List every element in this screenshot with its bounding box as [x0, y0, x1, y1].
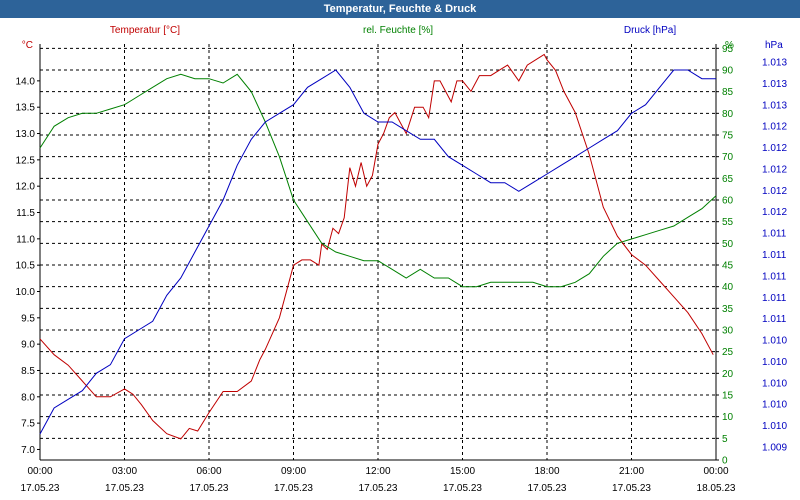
temperature-series-line — [39, 53, 714, 440]
x-tick-date-label: 17.05.23 — [612, 483, 651, 494]
humidity-unit-label: % — [725, 40, 734, 51]
x-tick-time-label: 09:00 — [281, 466, 306, 477]
temperature-tick-label: 14.0 — [16, 76, 36, 87]
x-tick-time-label: 06:00 — [196, 466, 221, 477]
humidity-tick-label: 15 — [722, 391, 734, 402]
pressure-tick-label: 1.012 — [762, 122, 787, 133]
pressure-tick-label: 1.011 — [762, 314, 787, 325]
humidity-tick-label: 30 — [722, 326, 734, 337]
temperature-tick-label: 9.5 — [21, 313, 35, 324]
pressure-tick-label: 1.010 — [762, 336, 787, 347]
x-tick-date-label: 17.05.23 — [359, 483, 398, 494]
x-tick-date-label: 17.05.23 — [528, 483, 567, 494]
humidity-tick-label: 65 — [722, 174, 734, 185]
x-tick-time-label: 00:00 — [27, 466, 52, 477]
humidity-tick-label: 0 — [722, 456, 728, 467]
x-tick-date-label: 17.05.23 — [274, 483, 313, 494]
pressure-tick-label: 1.011 — [762, 250, 787, 261]
x-tick-time-label: 15:00 — [450, 466, 475, 477]
x-tick-date-label: 17.05.23 — [190, 483, 229, 494]
temperature-tick-label: 7.0 — [21, 445, 35, 456]
pressure-tick-label: 1.013 — [762, 100, 787, 111]
pressure-tick-label: 1.010 — [762, 400, 787, 411]
pressure-tick-label: 1.012 — [762, 164, 787, 175]
temperature-tick-label: 8.5 — [21, 366, 35, 377]
x-tick-time-label: 03:00 — [112, 466, 137, 477]
humidity-tick-label: 70 — [722, 152, 734, 163]
x-tick-time-label: 18:00 — [534, 466, 559, 477]
humidity-tick-label: 5 — [722, 434, 728, 445]
pressure-tick-label: 1.011 — [762, 271, 787, 282]
temperature-tick-label: 8.0 — [21, 392, 35, 403]
temperature-unit-label: °C — [22, 40, 33, 51]
pressure-tick-label: 1.010 — [762, 357, 787, 368]
x-tick-date-label: 17.05.23 — [21, 483, 60, 494]
humidity-tick-labels: 0 5 10 15 20 25 30 35 40 45 50 55 60 65 70 75 80 85 90 95 — [716, 44, 734, 467]
temperature-tick-label: 13.5 — [16, 103, 36, 114]
pressure-tick-label: 1.012 — [762, 207, 787, 218]
humidity-tick-label: 95 — [722, 44, 734, 55]
humidity-tick-label: 60 — [722, 196, 734, 207]
humidity-tick-label: 10 — [722, 412, 734, 423]
pressure-tick-label: 1.009 — [762, 443, 787, 454]
humidity-tick-label: 80 — [722, 109, 734, 120]
temperature-tick-label: 10.0 — [16, 287, 36, 298]
humidity-tick-label: 75 — [722, 131, 734, 142]
pressure-tick-label: 1.012 — [762, 186, 787, 197]
humidity-tick-label: 85 — [722, 87, 734, 98]
x-tick-date-label: 17.05.23 — [443, 483, 482, 494]
humidity-tick-label: 90 — [722, 66, 734, 77]
humidity-tick-label: 45 — [722, 261, 734, 272]
pressure-tick-label: 1.010 — [762, 421, 787, 432]
humidity-axis-label: rel. Feuchte [%] — [363, 25, 433, 36]
humidity-tick-label: 50 — [722, 239, 734, 250]
temperature-tick-label: 13.0 — [16, 129, 36, 140]
x-tick-time-label: 00:00 — [703, 466, 728, 477]
temperature-tick-label: 12.5 — [16, 155, 36, 166]
x-tick-time-label: 21:00 — [619, 466, 644, 477]
pressure-tick-label: 1.013 — [762, 58, 787, 69]
humidity-tick-label: 40 — [722, 282, 734, 293]
humidity-tick-label: 20 — [722, 369, 734, 380]
temperature-tick-label: 11.5 — [16, 208, 35, 219]
temperature-tick-label: 12.0 — [16, 182, 36, 193]
temperature-tick-label: 7.5 — [21, 419, 35, 430]
pressure-tick-label: 1.010 — [762, 378, 787, 389]
pressure-tick-label: 1.013 — [762, 79, 787, 90]
pressure-tick-labels: 1.009 1.010 1.010 1.010 1.010 1.010 1.011 1.011… — [762, 58, 787, 454]
pressure-tick-label: 1.011 — [762, 229, 787, 240]
x-tick-labels: 00:00 17.05.23 03:00 17.05.23 06:00 17.05.23 0… — [21, 466, 736, 494]
temperature-axis-label: Temperatur [°C] — [110, 25, 180, 36]
humidity-tick-label: 25 — [722, 347, 734, 358]
window-title: Temperatur, Feuchte & Druck — [0, 0, 800, 18]
pressure-axis-label: Druck [hPa] — [624, 25, 676, 36]
temperature-tick-label: 10.5 — [16, 261, 36, 272]
pressure-tick-label: 1.012 — [762, 143, 787, 154]
pressure-unit-label: hPa — [765, 40, 783, 51]
series-lines — [39, 53, 717, 440]
temperature-tick-labels: 7.0 7.5 8.0 8.5 9.0 9.5 10.0 10.5 11.0 11.5 12.0 12… — [16, 76, 40, 456]
pressure-tick-label: 1.011 — [762, 293, 787, 304]
humidity-series-line — [39, 73, 717, 288]
temperature-tick-label: 11.0 — [16, 234, 35, 245]
chart-svg: 00:00 17.05.23 03:00 17.05.23 06:00 17.05.23 0… — [16, 25, 788, 494]
pressure-series-line — [39, 69, 716, 435]
humidity-tick-label: 35 — [722, 304, 734, 315]
x-tick-date-label: 18.05.23 — [697, 483, 736, 494]
humidity-tick-label: 55 — [722, 217, 734, 228]
temperature-tick-label: 9.0 — [21, 340, 35, 351]
x-tick-date-label: 17.05.23 — [105, 483, 144, 494]
grid-lines — [39, 44, 717, 461]
x-tick-time-label: 12:00 — [365, 466, 390, 477]
